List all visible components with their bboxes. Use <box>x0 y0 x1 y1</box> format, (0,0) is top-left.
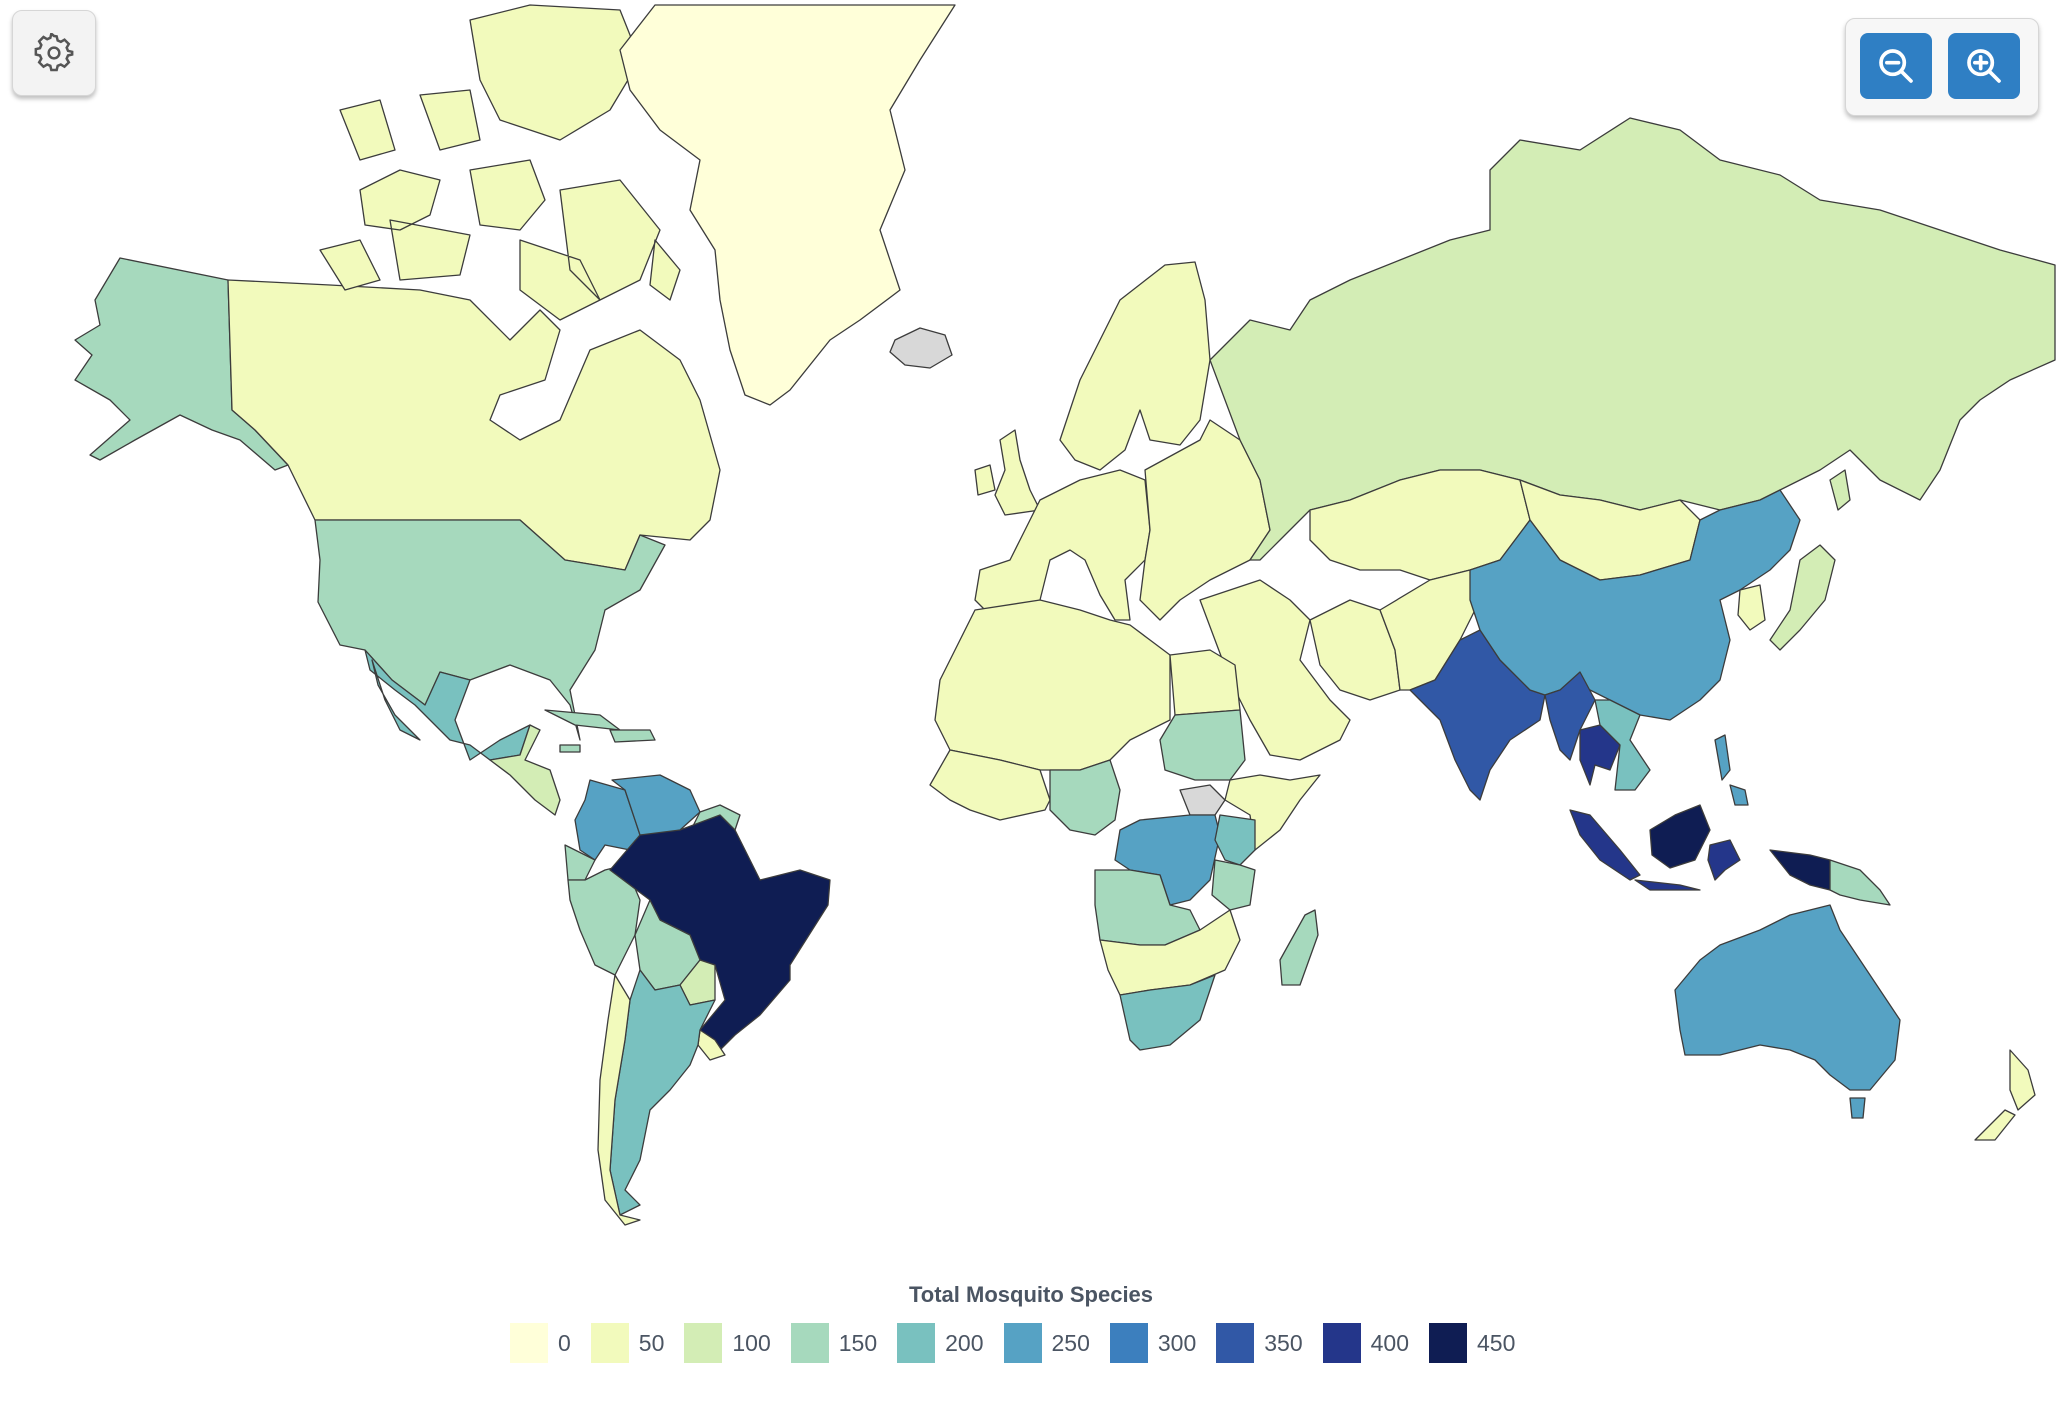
legend: 0 50 100 150 200 250 300 350 400 450 <box>510 1322 1535 1364</box>
region-iceland[interactable] <box>889 327 953 369</box>
legend-label: 200 <box>945 1329 984 1356</box>
legend-swatch <box>790 1323 829 1363</box>
legend-label: 0 <box>558 1329 571 1356</box>
region-philippines[interactable] <box>1714 734 1749 806</box>
zoom-out-button[interactable] <box>1860 33 1932 99</box>
region-papua-new-guinea[interactable] <box>1829 859 1891 906</box>
zoom-in-button[interactable] <box>1948 33 2020 99</box>
legend-item[interactable]: 50 <box>590 1323 665 1363</box>
region-borneo[interactable] <box>1649 804 1711 869</box>
legend-item[interactable]: 400 <box>1322 1323 1410 1363</box>
region-caribbean[interactable] <box>544 709 656 753</box>
region-sulawesi[interactable] <box>1707 839 1741 881</box>
region-korea[interactable] <box>1737 584 1766 631</box>
region-india[interactable] <box>1409 629 1546 801</box>
legend-item[interactable]: 300 <box>1109 1323 1197 1363</box>
region-cameroon-nigeria[interactable] <box>1049 759 1121 836</box>
region-new-guinea-west[interactable] <box>1769 849 1831 891</box>
region-arctic-islands[interactable] <box>319 4 681 321</box>
legend-swatch <box>1429 1323 1468 1363</box>
region-south-sudan[interactable] <box>1179 784 1226 816</box>
legend-title: Total Mosquito Species <box>908 1282 1154 1307</box>
legend-swatch <box>1322 1323 1361 1363</box>
region-eastern-europe[interactable] <box>1139 419 1271 621</box>
region-australia[interactable] <box>1674 904 1901 1091</box>
region-egypt[interactable] <box>1169 649 1241 716</box>
legend-label: 450 <box>1477 1329 1516 1356</box>
legend-swatch <box>897 1323 936 1363</box>
legend-label: 350 <box>1264 1329 1303 1356</box>
region-sudan[interactable] <box>1159 709 1246 781</box>
legend-swatch <box>590 1323 629 1363</box>
legend-label: 150 <box>838 1329 878 1356</box>
region-south-africa[interactable] <box>1119 974 1216 1051</box>
legend-item[interactable]: 250 <box>1003 1323 1090 1363</box>
region-madagascar[interactable] <box>1279 909 1319 986</box>
region-tasmania[interactable] <box>1849 1097 1866 1119</box>
legend-swatch <box>1216 1323 1255 1363</box>
legend-swatch <box>1109 1323 1148 1363</box>
legend-item[interactable]: 100 <box>684 1323 771 1363</box>
region-southern-africa[interactable] <box>1099 909 1241 996</box>
legend-label: 50 <box>638 1329 665 1356</box>
settings-button[interactable] <box>12 10 96 96</box>
legend-item[interactable]: 0 <box>510 1323 571 1363</box>
region-west-africa[interactable] <box>929 749 1051 821</box>
zoom-controls <box>1845 18 2039 116</box>
region-british-isles[interactable] <box>974 429 1041 516</box>
legend-label: 250 <box>1051 1329 1090 1356</box>
legend-swatch <box>510 1323 548 1363</box>
legend-swatch <box>684 1323 723 1363</box>
legend-item[interactable]: 450 <box>1429 1323 1515 1363</box>
region-china[interactable] <box>1469 489 1801 721</box>
legend-label: 300 <box>1157 1329 1197 1356</box>
region-scandinavia[interactable] <box>1059 261 1211 471</box>
legend-label: 400 <box>1370 1329 1410 1356</box>
zoom-in-icon <box>1967 49 2001 83</box>
region-russia[interactable] <box>1209 117 2056 561</box>
legend-item[interactable]: 200 <box>897 1323 984 1363</box>
region-united-states[interactable] <box>314 519 666 741</box>
region-kenya-uganda[interactable] <box>1214 814 1256 866</box>
region-sumatra[interactable] <box>1569 809 1701 891</box>
region-central-america[interactable] <box>489 724 561 816</box>
legend-item[interactable]: 350 <box>1216 1323 1303 1363</box>
region-japan[interactable] <box>1769 469 1851 651</box>
region-congo-drc[interactable] <box>1114 814 1221 906</box>
region-north-africa[interactable] <box>934 599 1171 771</box>
region-indochina[interactable] <box>1594 699 1651 791</box>
region-chile[interactable] <box>597 974 641 1226</box>
region-new-zealand[interactable] <box>1974 1049 2036 1141</box>
legend-item[interactable]: 150 <box>790 1323 878 1363</box>
zoom-out-icon <box>1879 49 1913 83</box>
region-tanzania[interactable] <box>1211 859 1256 911</box>
region-ethiopia-somalia[interactable] <box>1224 774 1321 851</box>
gear-icon <box>34 33 74 72</box>
legend-swatch <box>1003 1323 1042 1363</box>
region-greenland[interactable] <box>619 4 956 406</box>
legend-label: 100 <box>732 1329 771 1356</box>
